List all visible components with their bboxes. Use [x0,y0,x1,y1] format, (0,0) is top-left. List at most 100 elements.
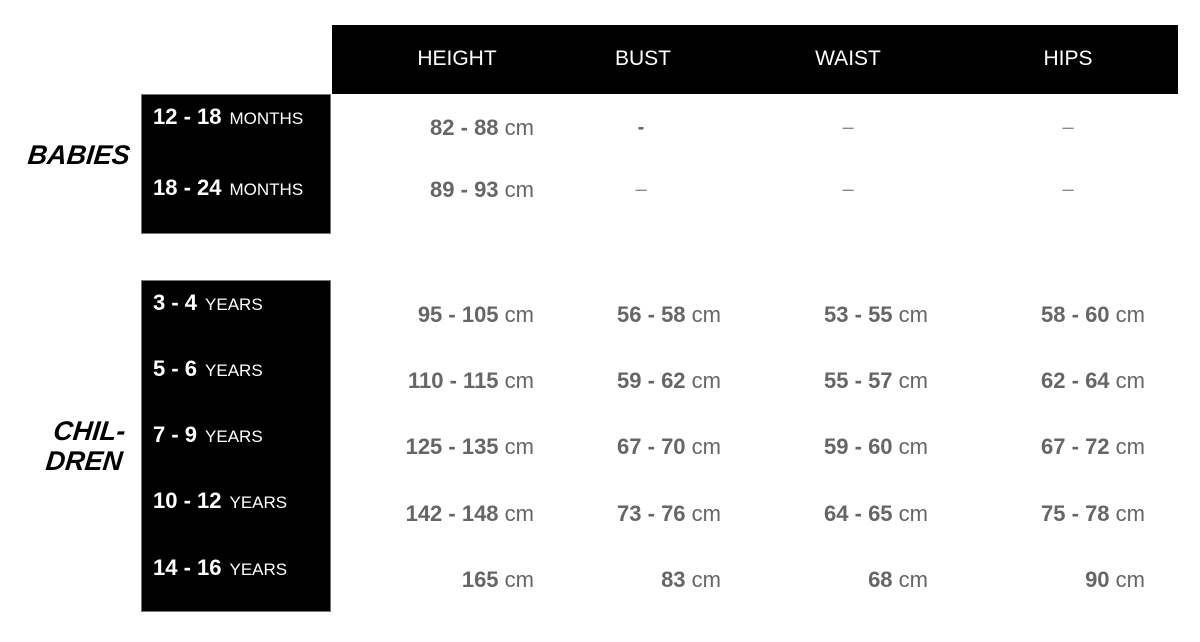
age-range-label: 18 - 24 MONTHS [153,175,303,201]
measurement-waist: 55 - 57 cm [824,368,928,394]
measurement-unit: cm [685,368,721,393]
measurement-waist: 68 cm [868,567,928,593]
age-range-label: 3 - 4 YEARS [153,290,263,316]
measurement-unit: cm [498,177,534,202]
measurement-unit: cm [1109,567,1145,592]
measurement-height: 125 - 135 cm [406,434,534,460]
measurement-height: 95 - 105 cm [418,302,534,328]
measurement-hips: 62 - 64 cm [1041,368,1145,394]
babies-age-box [141,94,331,234]
measurement-value: 59 - 60 [824,434,893,459]
age-range-value: 5 - 6 [153,356,198,381]
age-range-label: 7 - 9 YEARS [153,422,263,448]
children-age-box [141,280,331,612]
measurement-waist: 59 - 60 cm [824,434,928,460]
measurement-value: 165 [461,567,499,592]
measurement-value: 55 - 57 [824,368,893,393]
measurement-value: 73 - 76 [617,501,686,526]
measurement-value: 90 [1085,567,1110,592]
empty-measurement-waist: – [842,116,854,139]
measurement-value: 67 - 72 [1041,434,1110,459]
measurement-value: 75 - 78 [1041,501,1110,526]
measurement-value: 59 - 62 [617,368,686,393]
measurement-height: 110 - 115 cm [408,368,534,394]
measurement-value: 82 - 88 [430,115,499,140]
column-header-bust: BUST [614,47,672,70]
measurement-unit: cm [892,368,928,393]
measurement-bust: 67 - 70 cm [617,434,721,460]
measurement-unit: cm [498,115,534,140]
age-range-unit: YEARS [205,427,263,446]
age-range-value: 18 - 24 [153,175,222,200]
column-header-bar: HEIGHT BUST WAIST HIPS [332,25,1178,94]
measurement-unit: cm [1109,368,1145,393]
measurement-unit: cm [685,302,721,327]
measurement-bust: 59 - 62 cm [617,368,721,394]
age-range-value: 7 - 9 [153,422,198,447]
measurement-unit: cm [498,434,534,459]
measurement-value: 56 - 58 [617,302,686,327]
age-range-unit: YEARS [229,493,288,512]
measurement-height: 165 cm [462,567,534,593]
age-range-unit: MONTHS [229,109,304,128]
measurement-unit: cm [685,567,721,592]
measurement-unit: cm [1109,501,1145,526]
measurement-bust: 56 - 58 cm [617,302,721,328]
measurement-value: 62 - 64 [1041,368,1110,393]
column-header-waist: WAIST [815,47,881,70]
measurement-unit: cm [498,567,534,592]
measurement-value: 125 - 135 [405,434,499,459]
measurement-unit: cm [498,501,534,526]
measurement-bust: 83 cm [661,567,721,593]
empty-measurement-bust: - [637,116,645,139]
measurement-waist: 64 - 65 cm [824,501,928,527]
measurement-value: 64 - 65 [824,501,893,526]
group-label-line: DREN [44,446,124,476]
age-range-value: 10 - 12 [153,488,222,513]
age-range-label: 5 - 6 YEARS [153,356,263,382]
group-label-line: CHIL- [52,416,128,446]
age-range-label: 12 - 18 MONTHS [153,104,303,130]
age-range-label: 10 - 12 YEARS [153,488,287,514]
empty-measurement-hips: – [1062,116,1074,139]
measurement-unit: cm [892,501,928,526]
measurement-value: 89 - 93 [430,177,499,202]
age-range-unit: MONTHS [229,180,304,199]
empty-measurement-bust: – [635,178,647,201]
measurement-height: 82 - 88 cm [430,115,534,141]
measurement-hips: 67 - 72 cm [1041,434,1145,460]
group-label-babies: BABIES [26,140,132,170]
measurement-value: 95 - 105 [417,302,499,327]
measurement-value: 142 - 148 [405,501,499,526]
age-range-unit: YEARS [205,361,263,380]
measurement-hips: 90 cm [1085,567,1145,593]
measurement-unit: cm [1109,434,1145,459]
age-range-unit: YEARS [229,560,288,579]
measurement-hips: 75 - 78 cm [1041,501,1145,527]
measurement-bust: 73 - 76 cm [617,501,721,527]
measurement-value: 67 - 70 [617,434,686,459]
measurement-value: 83 [661,567,686,592]
age-range-label: 14 - 16 YEARS [153,555,287,581]
measurement-value: 68 [868,567,893,592]
measurement-value: 110 - 115 [408,368,499,393]
measurement-unit: cm [498,302,534,327]
measurement-height: 142 - 148 cm [406,501,534,527]
empty-measurement-waist: – [842,178,854,201]
group-label-children: CHIL- DREN [0,416,127,476]
empty-measurement-hips: – [1062,178,1074,201]
measurement-hips: 58 - 60 cm [1041,302,1145,328]
age-range-value: 12 - 18 [153,104,222,129]
measurement-unit: cm [892,434,928,459]
measurement-value: 53 - 55 [824,302,893,327]
measurement-waist: 53 - 55 cm [824,302,928,328]
measurement-unit: cm [498,368,534,393]
measurement-unit: cm [1109,302,1145,327]
column-header-hips: HIPS [1043,47,1093,70]
age-range-value: 3 - 4 [153,290,198,315]
measurement-height: 89 - 93 cm [430,177,534,203]
measurement-unit: cm [685,434,721,459]
age-range-unit: YEARS [205,295,263,314]
age-range-value: 14 - 16 [153,555,222,580]
